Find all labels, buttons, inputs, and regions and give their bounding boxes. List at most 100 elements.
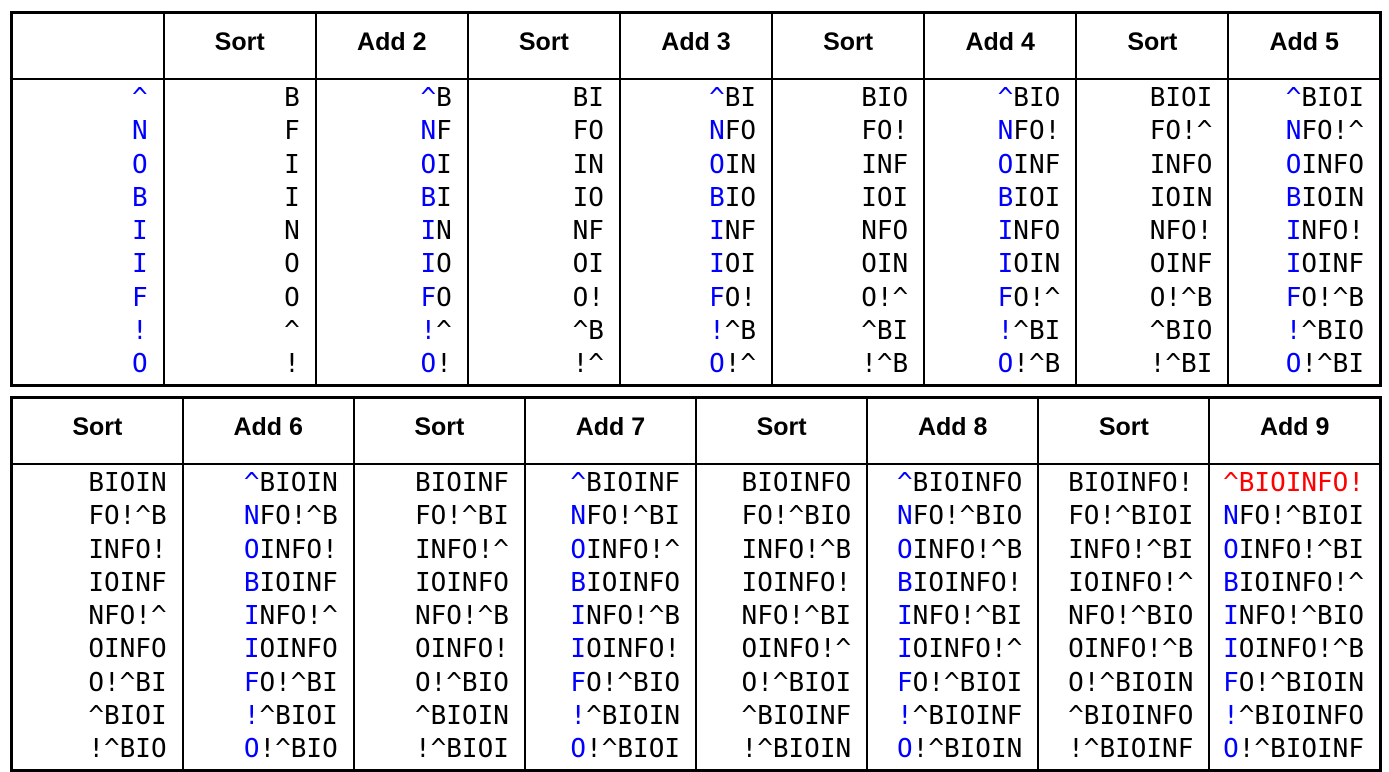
rotation-string: B [13, 182, 148, 215]
added-char: O [420, 349, 437, 380]
rotation-string: INF [621, 215, 756, 248]
column-body-add-7: ^BIOINF NFO!^BI OINFO!^ BIOINFO INFO!^B IOINF… [523, 463, 698, 772]
string-rest: OI [724, 249, 757, 280]
string-rest: FO!^BI [586, 501, 680, 532]
rotation-string: ^BIOINFO! [1210, 467, 1364, 500]
rotation-string: FO!^BIOI [868, 667, 1022, 700]
rotation-string: ^ [13, 82, 148, 115]
added-char: O [243, 534, 260, 565]
rotation-string: FO! [861, 116, 909, 147]
string-rest: INFO!^ [586, 534, 680, 565]
rotation-string: !^BI [925, 315, 1061, 348]
string-rest: ^BIO [1301, 316, 1364, 347]
rotation-string: IOINFO!^B [1210, 633, 1364, 666]
string-rest: OINFO!^ [912, 634, 1023, 665]
rotation-string: ^B [317, 82, 452, 115]
rotation-string: INFO! [88, 534, 167, 565]
rotation-string: BIOINF [414, 468, 509, 498]
rotation-string: O!^BIO [184, 733, 338, 766]
column-header-add-2: Add 2 [314, 11, 469, 80]
string-rest: OINF [1301, 249, 1364, 280]
added-char: B [1285, 182, 1302, 213]
rotation-string: ^BIOI [88, 701, 167, 732]
added-char: I [1223, 634, 1239, 665]
rotation-string: INFO!^BI [1068, 534, 1194, 565]
rotation-string: IOIN [1149, 182, 1213, 213]
string-rest: !^BIOIN [912, 734, 1023, 765]
added-char: ! [131, 316, 148, 347]
added-char: B [420, 182, 437, 213]
added-char: O [897, 734, 913, 765]
column-body-sort: BIOINFO! FO!^BIOI INFO!^BI IOINFO!^ NFO!^BIO… [1037, 463, 1211, 772]
rotation-string: !^BIOINFO [1210, 700, 1364, 733]
rotation-string: O!^BIOI [741, 667, 852, 698]
column-header-add-4: Add 4 [923, 11, 1078, 80]
string-rest: O [436, 282, 452, 313]
added-char: I [997, 216, 1014, 247]
added-char: O [420, 149, 437, 180]
string-rest: ^ [436, 316, 452, 347]
string-rest: OINFO!^B [1238, 634, 1364, 665]
rotation-string: NFO!^BIO [868, 500, 1022, 533]
added-char: B [709, 182, 725, 213]
column-body-sort: BIOINF FO!^BI INFO!^ IOINFO NFO!^B OINFO! O!^B… [352, 463, 526, 772]
added-char: ! [420, 316, 437, 347]
added-char: F [131, 282, 148, 313]
rotation-string: O!^BIOIN [1068, 667, 1194, 698]
rotation-string: ^BI [861, 316, 909, 347]
rotation-string: BI [317, 182, 452, 215]
rotation-table-bottom: Sort Add 6 Sort Add 7 Sort Add 8 Sort Add 9 BIOI… [10, 396, 1382, 772]
rotation-string: F [284, 116, 300, 147]
string-rest: O! [724, 282, 757, 313]
rotation-string: BIOI [1149, 83, 1213, 113]
string-rest: IOINFO! [912, 567, 1023, 598]
rotation-string: OIN [861, 249, 909, 280]
string-rest: BIOIN [259, 468, 338, 498]
rotation-string: FO!^BIO [741, 501, 852, 532]
added-char: I [570, 601, 587, 632]
string-rest: ! [436, 349, 452, 380]
string-rest: BIOINFO [912, 468, 1023, 498]
string-rest: ^BI [1013, 316, 1061, 347]
added-char: ^ [709, 83, 725, 113]
body-row: BIOIN FO!^B INFO! IOINF NFO!^ OINFO O!^BI ^BIOI… [10, 463, 1382, 772]
rotation-string: O!^B [925, 348, 1061, 381]
added-char: O [1285, 349, 1302, 380]
rotation-string: O! [317, 348, 452, 381]
added-char: F [570, 667, 587, 698]
rotation-string: BIOINFO! [868, 567, 1022, 600]
rotation-string: OI [572, 249, 604, 280]
rotation-string: INFO!^ [414, 534, 509, 565]
rotation-string: BIOINF [184, 567, 338, 600]
rotation-string: ^BI [621, 82, 756, 115]
column-body-add-3: ^BI NFO OIN BIO INF IOI FO! !^B O!^ [618, 78, 774, 387]
rotation-string: ^BIOI [1229, 82, 1364, 115]
rotation-string: IO [317, 248, 452, 281]
added-char: ! [243, 701, 260, 732]
column-header-add-9: Add 9 [1208, 396, 1382, 465]
header-row: Sort Add 2 Sort Add 3 Sort Add 4 Sort Add 5 [10, 11, 1382, 80]
rotation-string: O!^BIOI [526, 733, 680, 766]
rotation-string: I [284, 182, 300, 213]
string-rest: IOINFO [586, 567, 680, 598]
rotation-string: ^ [284, 316, 300, 347]
added-char: I [897, 634, 913, 665]
rotation-string: !^BIOI [414, 734, 509, 765]
string-rest: NFO!^BI [912, 601, 1023, 632]
added-char: N [131, 116, 148, 147]
rotation-string: ^B [572, 316, 604, 347]
added-char: I [1285, 216, 1302, 247]
rotation-string: !^BIO [88, 734, 167, 765]
string-rest: INFO [1301, 149, 1364, 180]
added-char: ! [709, 316, 725, 347]
rotation-string: OINFO! [184, 534, 338, 567]
rotation-string: !^BIOINF [1068, 734, 1194, 765]
added-char: N [243, 501, 260, 532]
rotation-string: NFO!^B [414, 601, 509, 632]
rotation-string: O!^BIO [414, 667, 509, 698]
rotation-string: O!^BI [88, 667, 167, 698]
rotation-string: FO!^B [1229, 282, 1364, 315]
string-rest: NFO!^BIO [1238, 601, 1364, 632]
added-char: N [1223, 501, 1239, 532]
rotation-string: FO!^BI [414, 501, 509, 532]
